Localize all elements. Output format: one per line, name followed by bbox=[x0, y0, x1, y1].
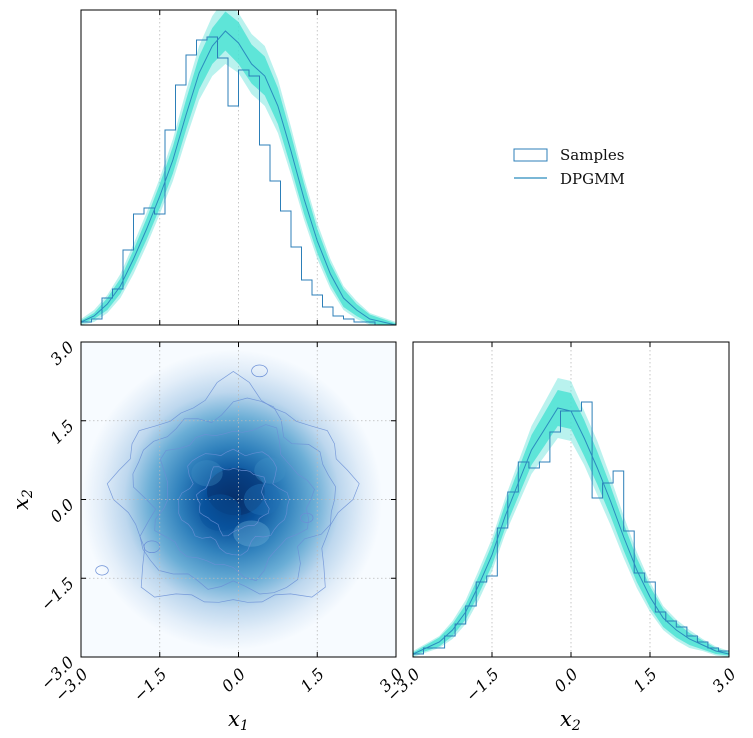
right-band-inner-halfwidth bbox=[413, 390, 729, 656]
x2-tick-label: 1.5 bbox=[629, 664, 660, 695]
y-x2-axis-label: x2 bbox=[9, 489, 36, 510]
y-x2-tick-label: −1.5 bbox=[37, 574, 78, 615]
x2-tick-label: 0.0 bbox=[550, 664, 581, 695]
joint-contour bbox=[154, 424, 315, 582]
legend: Samples DPGMM bbox=[513, 146, 625, 188]
joint-density-blobs bbox=[191, 457, 286, 547]
joint-grid bbox=[81, 342, 396, 657]
marginal-x1-histogram bbox=[81, 36, 396, 325]
top-dpgmm-median bbox=[81, 30, 396, 325]
joint-contour bbox=[251, 364, 268, 378]
marginal-x2-panel bbox=[412, 341, 730, 658]
joint-density-blob bbox=[254, 457, 286, 484]
x2-tick-label: 3.0 bbox=[708, 664, 739, 695]
joint-contour bbox=[95, 565, 109, 576]
y-x2-tick-label: 3.0 bbox=[46, 337, 77, 368]
top-band-inner-halfwidth bbox=[81, 11, 396, 325]
joint-ticks bbox=[80, 341, 397, 658]
x2-tick-label: −1.5 bbox=[462, 664, 503, 705]
marginal-x2-inner-band bbox=[413, 390, 729, 656]
right-samples-histogram bbox=[413, 401, 729, 657]
x1-axis-label: x1 bbox=[228, 707, 249, 734]
marginal-x2-histogram bbox=[413, 401, 729, 657]
joint-density-blob bbox=[199, 494, 242, 531]
top-samples-histogram bbox=[81, 36, 396, 325]
marginal-x2-dpgmm-curve bbox=[413, 407, 729, 655]
marginal-x2-ticks bbox=[412, 342, 730, 657]
x1-tick-label: −1.5 bbox=[130, 664, 171, 705]
x1-tick-label: 0.0 bbox=[218, 664, 249, 695]
joint-density-blob bbox=[233, 520, 270, 547]
legend-samples-swatch bbox=[513, 148, 548, 162]
marginal-x1-ticks bbox=[80, 10, 397, 325]
x1-tick-label: 1.5 bbox=[297, 664, 328, 695]
marginal-x1-inner-band bbox=[81, 11, 396, 325]
y-x2-tick-label: 0.0 bbox=[46, 495, 77, 526]
marginal-x1-panel bbox=[80, 9, 397, 326]
legend-dpgmm-label: DPGMM bbox=[560, 170, 625, 188]
joint-contour bbox=[300, 512, 314, 523]
legend-samples-label: Samples bbox=[560, 146, 624, 164]
right-dpgmm-median bbox=[413, 407, 729, 655]
y-x2-tick-label: 1.5 bbox=[46, 416, 77, 447]
joint-density-panel bbox=[80, 341, 397, 658]
joint-density-blob bbox=[191, 460, 223, 487]
x2-axis-label: x2 bbox=[560, 707, 581, 734]
marginal-x1-dpgmm-curve bbox=[81, 30, 396, 325]
